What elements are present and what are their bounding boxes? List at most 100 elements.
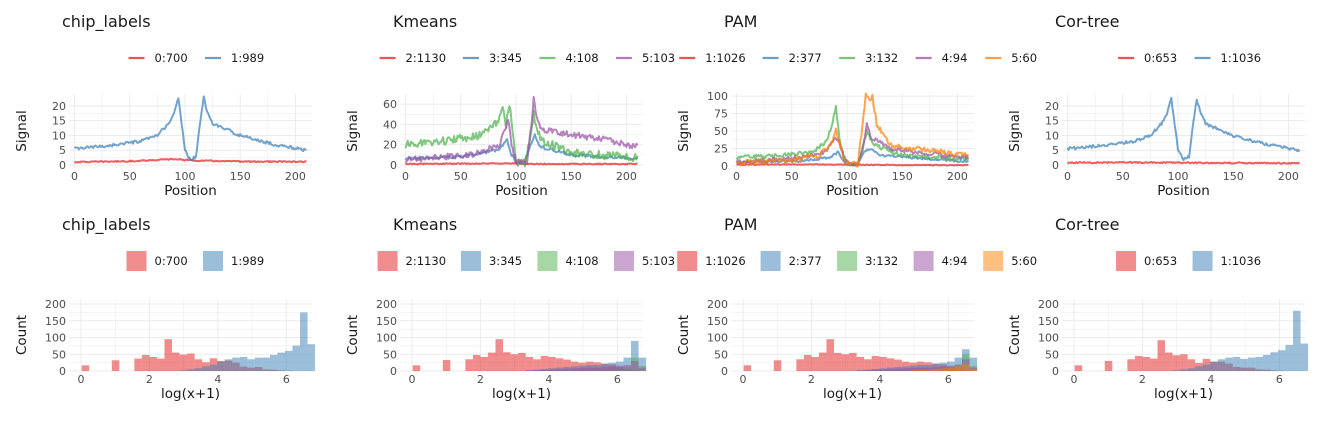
histogram-bar — [134, 359, 142, 371]
histogram-bar — [616, 366, 624, 371]
histogram-bar — [1225, 358, 1233, 371]
legend-key-1-1036 — [1193, 251, 1213, 271]
histogram-bar — [601, 367, 609, 371]
histogram-bar — [541, 370, 549, 371]
y-tick-label: 0 — [721, 365, 728, 378]
histogram-bar — [1293, 311, 1301, 371]
x-tick-label: 150 — [892, 170, 913, 183]
x-tick-label: 0 — [71, 170, 78, 183]
histogram-bar — [465, 359, 473, 371]
y-tick-label: 20 — [383, 139, 397, 152]
histogram-bar — [518, 353, 526, 371]
histogram-bar — [232, 358, 240, 371]
legend-label: 1:989 — [231, 51, 264, 65]
histogram-bars — [413, 339, 646, 371]
histogram-bar — [1195, 366, 1203, 371]
x-tick-label: 4 — [214, 373, 221, 386]
histogram-bar — [1233, 357, 1241, 371]
panel-title: Cor-tree — [1055, 215, 1119, 234]
series-lines — [406, 97, 638, 167]
legend-label: 1:1036 — [1221, 254, 1261, 268]
histogram-bar — [187, 369, 195, 371]
histogram-bar — [917, 370, 925, 371]
histogram-bar — [774, 360, 782, 371]
histogram-bar — [842, 354, 850, 371]
y-tick-label: 10 — [52, 129, 66, 142]
histogram-bar — [1180, 369, 1188, 371]
x-axis-label: log(x+1) — [161, 386, 220, 402]
y-tick-label: 60 — [383, 98, 397, 111]
y-tick-label: 5 — [59, 144, 66, 157]
panel-title: chip_labels — [62, 215, 151, 235]
histogram-bar — [1203, 365, 1211, 371]
histogram-bar — [556, 369, 564, 371]
legend-key-4-94 — [914, 251, 934, 271]
legend-label: 2:377 — [789, 254, 822, 268]
x-tick-label: 6 — [945, 373, 952, 386]
y-axis-label: Signal — [345, 110, 361, 151]
legend-label: 4:108 — [565, 51, 598, 65]
x-axis-label: log(x+1) — [1154, 386, 1213, 402]
histogram-bar — [262, 358, 270, 371]
y-axis-label: Count — [676, 315, 692, 355]
histogram-bar — [270, 355, 278, 371]
y-axis-label: Signal — [676, 110, 692, 151]
histogram-bar — [947, 368, 955, 371]
x-tick-label: 150 — [561, 170, 582, 183]
y-tick-label: 0 — [390, 365, 397, 378]
histogram-bar — [180, 355, 188, 371]
legend-label: 1:1026 — [705, 254, 745, 268]
x-tick-label: 0 — [408, 373, 415, 386]
x-axis-label: Position — [495, 183, 548, 199]
histogram-bar — [1301, 344, 1309, 371]
legend-label: 4:108 — [565, 254, 598, 268]
x-tick-label: 100 — [174, 170, 195, 183]
panel-title: PAM — [724, 215, 757, 234]
histogram-bar — [1105, 361, 1113, 371]
y-tick-label: 100 — [707, 90, 728, 103]
legend-label: 2:377 — [789, 51, 822, 65]
histogram-bar — [796, 359, 804, 371]
histogram-bar — [1127, 359, 1135, 371]
histogram-bar — [1165, 353, 1173, 371]
histogram-bar — [172, 353, 180, 371]
x-tick-label: 0 — [733, 170, 740, 183]
histogram-bar — [962, 364, 970, 371]
y-tick-label: 150 — [707, 315, 728, 328]
x-tick-label: 0 — [1070, 373, 1077, 386]
x-tick-label: 2 — [146, 373, 153, 386]
histogram-bar — [255, 358, 263, 371]
histogram-bar — [571, 368, 579, 371]
histogram-bar — [872, 370, 880, 371]
legend-label: 0:653 — [1144, 51, 1177, 65]
legend-key-3-132 — [837, 251, 857, 271]
histogram-bar — [578, 368, 586, 371]
histogram-bar — [533, 359, 541, 371]
histogram-bar — [909, 370, 917, 371]
histogram-bar — [285, 351, 293, 371]
histogram-bar — [511, 354, 519, 371]
y-tick-label: 20 — [52, 100, 66, 113]
histogram-bar — [857, 370, 865, 371]
histogram-bar — [1157, 340, 1165, 371]
x-tick-label: 200 — [285, 170, 306, 183]
histogram-bar — [864, 370, 872, 371]
y-tick-label: 10 — [1045, 129, 1059, 142]
legend-label: 3:132 — [865, 51, 898, 65]
legend-label: 4:94 — [942, 254, 968, 268]
x-tick-label: 150 — [1223, 170, 1244, 183]
legend-label: 1:1026 — [705, 51, 745, 65]
y-tick-label: 5 — [1052, 144, 1059, 157]
histogram-bar — [480, 357, 488, 371]
histogram-bar — [503, 352, 511, 371]
histogram-bar — [247, 359, 255, 371]
x-tick-label: 100 — [836, 170, 857, 183]
x-tick-label: 0 — [739, 373, 746, 386]
histogram-bar — [187, 354, 195, 371]
series-lines — [1068, 98, 1300, 164]
